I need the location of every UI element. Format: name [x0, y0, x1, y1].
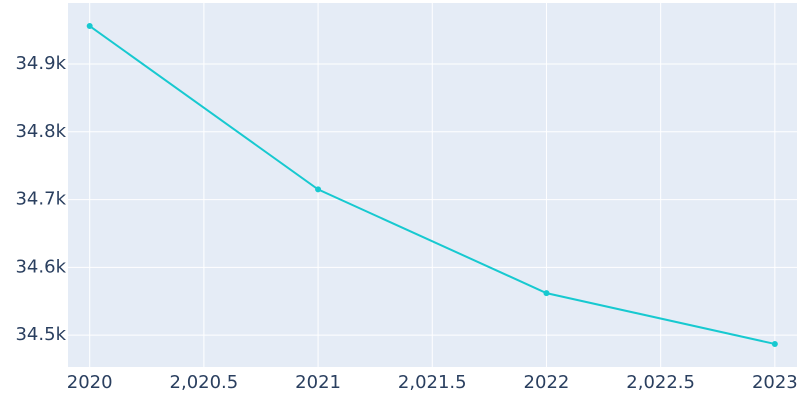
- y-tick-label: 34.5k: [15, 324, 66, 345]
- y-tick-label: 34.7k: [15, 189, 66, 210]
- x-tick-label: 2022: [524, 372, 570, 393]
- point: [771, 340, 778, 347]
- y-tick-label: 34.9k: [15, 53, 66, 74]
- y-tick-label: 34.6k: [15, 256, 66, 277]
- x-tick-label: 2,022.5: [626, 372, 695, 393]
- x-tick-label: 2,020.5: [170, 372, 239, 393]
- x-tick-label: 2020: [67, 372, 113, 393]
- point: [86, 23, 93, 30]
- point: [543, 290, 550, 297]
- y-tick-label: 34.8k: [15, 121, 66, 142]
- point: [315, 186, 322, 193]
- x-tick-label: 2,021.5: [398, 372, 467, 393]
- series-line: [89, 25, 776, 345]
- x-tick-label: 2023: [752, 372, 798, 393]
- x-tick-label: 2021: [295, 372, 341, 393]
